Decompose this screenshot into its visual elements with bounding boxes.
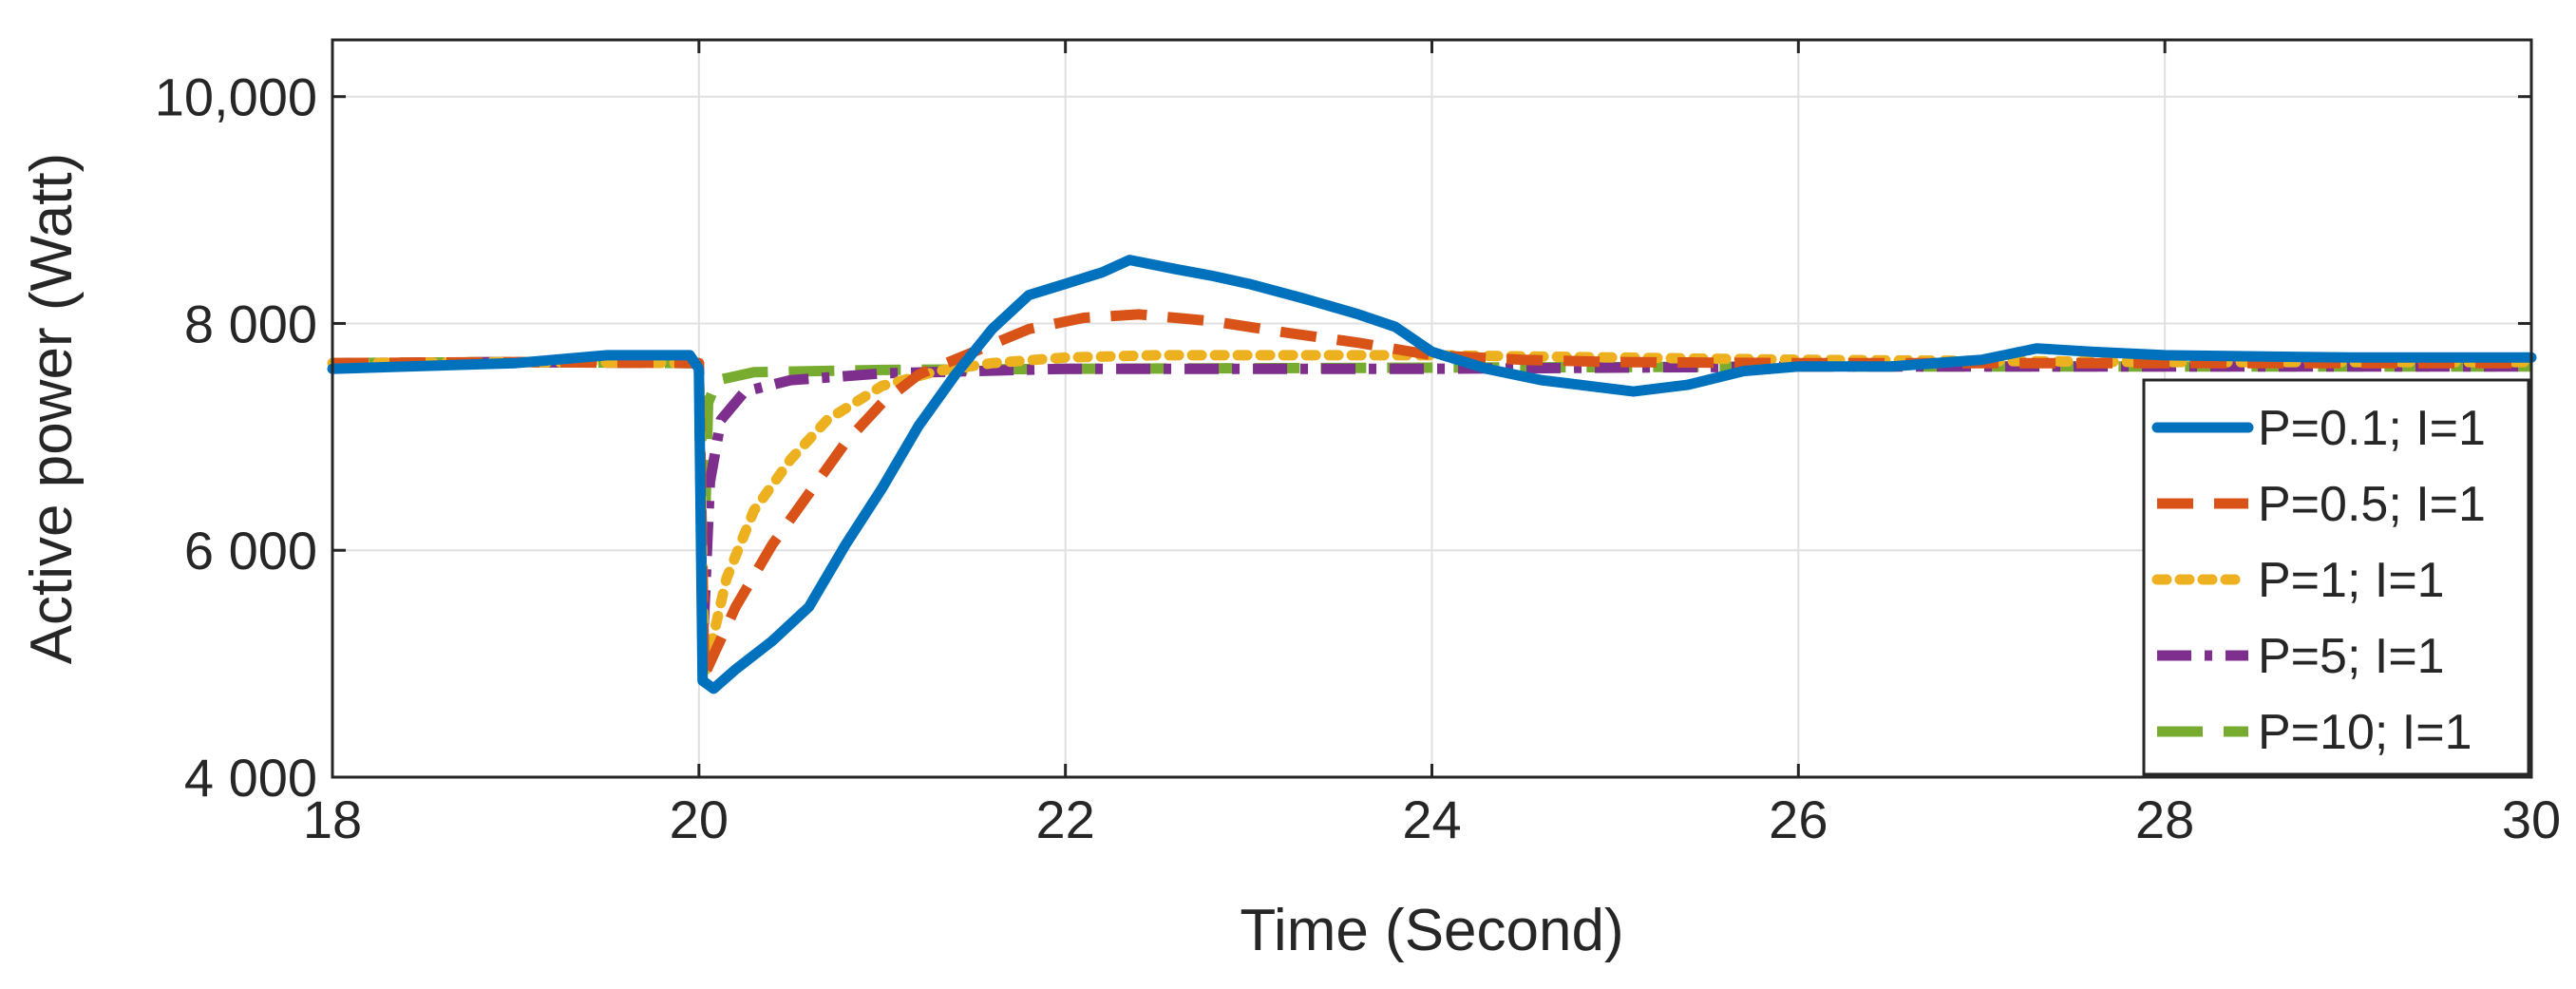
axis-ticks: 18 20 22 24 26 28 30 4 000 6 000 8 000 10,000 (155, 40, 2561, 849)
legend-label: P=1; I=1 (2258, 553, 2445, 608)
series-line (331, 309, 2531, 681)
legend: P=0.1; I=1 P=0.5; I=1 P=1; I=1 P=5; I=1 P=10… (2142, 378, 2530, 776)
legend-label: P=10; I=1 (2258, 705, 2472, 760)
y-tick-label: 6 000 (184, 521, 317, 580)
x-tick-label: 26 (1769, 789, 1828, 849)
y-axis-label: Active power (Watt) (19, 153, 85, 665)
x-tick-label: 22 (1036, 789, 1095, 849)
x-tick-label: 18 (303, 789, 362, 849)
x-tick-label: 30 (2502, 789, 2561, 849)
y-tick-label: 4 000 (184, 748, 317, 808)
x-tick-label: 28 (2135, 789, 2194, 849)
x-axis-label: Time (Second) (1240, 898, 1623, 963)
legend-label: P=5; I=1 (2258, 629, 2445, 684)
series-line (327, 255, 2537, 694)
legend-label: P=0.1; I=1 (2258, 401, 2486, 456)
x-tick-label: 20 (670, 789, 729, 849)
legend-label: P=0.5; I=1 (2258, 477, 2486, 532)
y-tick-label: 10,000 (155, 67, 317, 127)
y-tick-label: 8 000 (184, 294, 317, 353)
plot-series (327, 255, 2537, 694)
x-tick-label: 24 (1402, 789, 1461, 849)
